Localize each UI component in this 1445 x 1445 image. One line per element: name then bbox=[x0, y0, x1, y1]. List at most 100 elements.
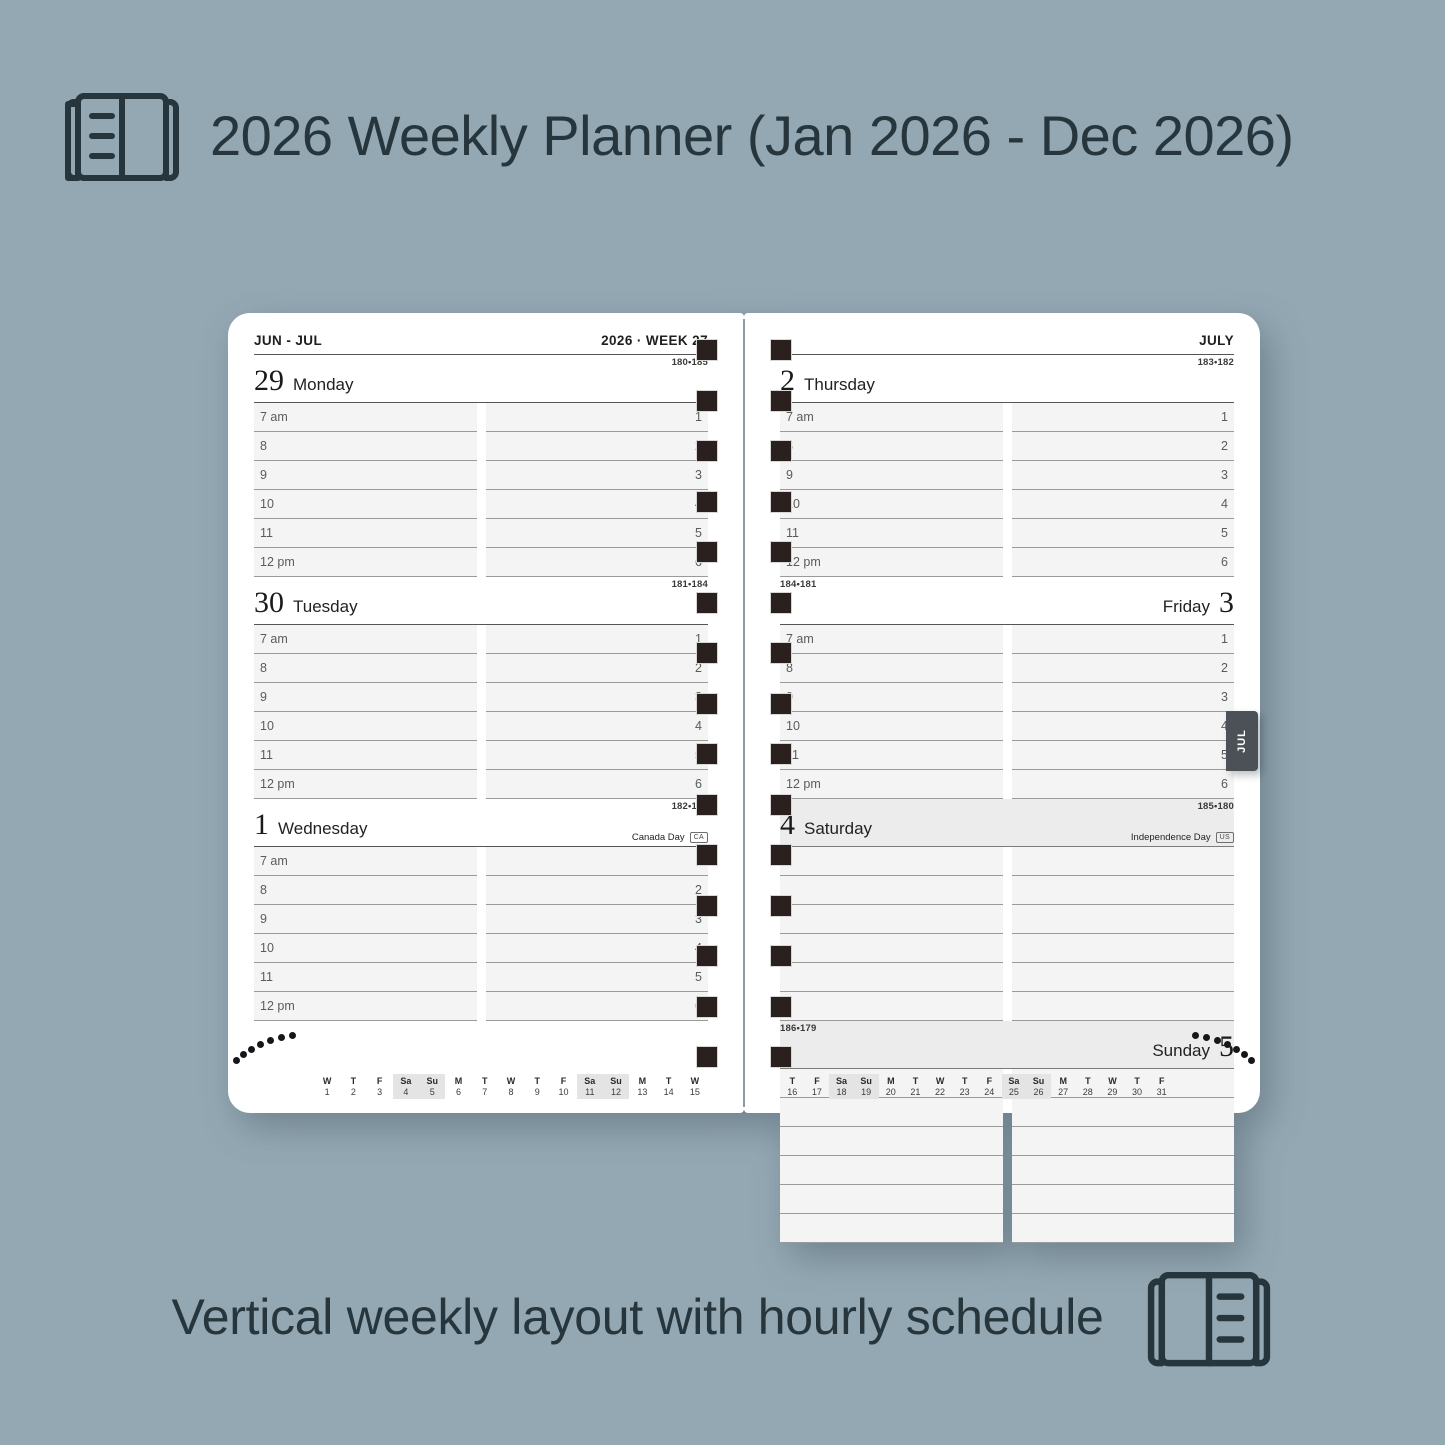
hour-slot[interactable] bbox=[1011, 1214, 1234, 1243]
hour-slot[interactable]: 1 bbox=[485, 847, 708, 876]
hour-slot[interactable]: 1 bbox=[1011, 403, 1234, 432]
hour-slot[interactable] bbox=[780, 1098, 1003, 1127]
day-header[interactable]: 30 Tuesday 181•184 bbox=[254, 577, 708, 625]
day-header[interactable]: 29 Monday 180•185 bbox=[254, 355, 708, 403]
hour-slot[interactable]: 12 pm bbox=[254, 770, 477, 799]
month-strip-day[interactable]: T 14 bbox=[655, 1074, 681, 1100]
hour-slot[interactable] bbox=[780, 876, 1003, 905]
hour-slot[interactable]: 4 bbox=[1011, 712, 1234, 741]
hour-slot[interactable]: 7 am bbox=[254, 847, 477, 876]
hour-slot[interactable]: 6 bbox=[485, 548, 708, 577]
hour-slot[interactable]: 7 am bbox=[254, 403, 477, 432]
month-strip-day[interactable]: Sa 11 bbox=[576, 1073, 603, 1099]
hour-slot[interactable]: 12 pm bbox=[780, 548, 1003, 577]
hour-slot[interactable]: 1 bbox=[485, 625, 708, 654]
month-strip-day[interactable]: T 30 bbox=[1125, 1074, 1150, 1100]
hour-slot[interactable]: 2 bbox=[485, 876, 708, 905]
hour-slot[interactable]: 6 bbox=[485, 770, 708, 799]
hour-slot[interactable]: 6 bbox=[1011, 770, 1234, 799]
hour-slot[interactable]: 7 am bbox=[780, 403, 1003, 432]
hour-slot[interactable] bbox=[780, 992, 1003, 1021]
hour-slot[interactable]: 8 bbox=[780, 654, 1003, 683]
hour-slot[interactable]: 9 bbox=[254, 905, 477, 934]
month-tab-jul[interactable]: JUL bbox=[1226, 711, 1258, 771]
month-strip-day[interactable]: W 15 bbox=[682, 1074, 708, 1100]
hour-slot[interactable]: 4 bbox=[485, 934, 708, 963]
hour-slot[interactable]: 11 bbox=[254, 963, 477, 992]
hour-slot[interactable]: 5 bbox=[1011, 519, 1234, 548]
hour-slot[interactable]: 8 bbox=[254, 654, 477, 683]
hour-slot[interactable]: 12 pm bbox=[254, 548, 477, 577]
hour-slot[interactable]: 6 bbox=[1011, 548, 1234, 577]
hour-slot[interactable]: 8 bbox=[254, 876, 477, 905]
hour-slot[interactable] bbox=[1011, 847, 1234, 876]
hour-slot[interactable]: 9 bbox=[254, 683, 477, 712]
hour-slot[interactable]: 7 am bbox=[780, 625, 1003, 654]
hour-slot[interactable]: 1 bbox=[1011, 625, 1234, 654]
hour-slot[interactable]: 10 bbox=[780, 490, 1003, 519]
hour-slot[interactable]: 10 bbox=[254, 712, 477, 741]
month-strip-day[interactable]: T 23 bbox=[952, 1074, 977, 1100]
hour-slot[interactable] bbox=[780, 1185, 1003, 1214]
hour-slot[interactable]: 4 bbox=[1011, 490, 1234, 519]
hour-slot[interactable]: 4 bbox=[485, 490, 708, 519]
hour-slot[interactable] bbox=[1011, 905, 1234, 934]
hour-slot[interactable] bbox=[780, 1127, 1003, 1156]
day-header[interactable]: Sunday5186•179 bbox=[780, 1021, 1234, 1069]
month-strip-day[interactable]: F 10 bbox=[550, 1074, 576, 1100]
hour-slot[interactable]: 5 bbox=[485, 741, 708, 770]
hour-slot[interactable] bbox=[780, 934, 1003, 963]
day-header[interactable]: 1 Wednesday 182•183 Canada Day CA bbox=[254, 799, 708, 847]
hour-slot[interactable]: 2 bbox=[485, 432, 708, 461]
month-strip-day[interactable]: Su 12 bbox=[602, 1073, 630, 1099]
month-strip-day[interactable]: M 13 bbox=[629, 1074, 655, 1100]
hour-slot[interactable] bbox=[1011, 1098, 1234, 1127]
month-strip-day[interactable]: F 31 bbox=[1149, 1074, 1174, 1100]
hour-slot[interactable]: 3 bbox=[485, 461, 708, 490]
hour-slot[interactable]: 2 bbox=[485, 654, 708, 683]
hour-slot[interactable]: 3 bbox=[1011, 683, 1234, 712]
hour-slot[interactable] bbox=[1011, 934, 1234, 963]
month-strip-day[interactable]: F 17 bbox=[805, 1074, 830, 1100]
hour-slot[interactable]: 5 bbox=[485, 519, 708, 548]
hour-slot[interactable] bbox=[780, 1214, 1003, 1243]
hour-slot[interactable]: 11 bbox=[254, 741, 477, 770]
hour-slot[interactable]: 2 bbox=[1011, 654, 1234, 683]
day-header[interactable]: 2 Thursday 183•182 bbox=[780, 355, 1234, 403]
day-header[interactable]: 4 Saturday 185•180 Independence Day US bbox=[780, 799, 1234, 847]
hour-slot[interactable]: 10 bbox=[780, 712, 1003, 741]
month-strip-day[interactable]: Su 26 bbox=[1026, 1073, 1051, 1099]
hour-slot[interactable] bbox=[1011, 963, 1234, 992]
hour-slot[interactable]: 5 bbox=[485, 963, 708, 992]
hour-slot[interactable]: 3 bbox=[1011, 461, 1234, 490]
hour-slot[interactable]: 4 bbox=[485, 712, 708, 741]
hour-slot[interactable]: 10 bbox=[254, 490, 477, 519]
hour-slot[interactable]: 11 bbox=[780, 519, 1003, 548]
hour-slot[interactable]: 9 bbox=[780, 461, 1003, 490]
month-strip-day[interactable]: M 27 bbox=[1051, 1074, 1076, 1100]
hour-slot[interactable]: 9 bbox=[780, 683, 1003, 712]
month-strip-day[interactable]: Su 5 bbox=[419, 1073, 446, 1099]
month-strip-day[interactable]: T 16 bbox=[780, 1074, 805, 1100]
hour-slot[interactable]: 3 bbox=[485, 905, 708, 934]
hour-slot[interactable]: 9 bbox=[254, 461, 477, 490]
hour-slot[interactable] bbox=[780, 1156, 1003, 1185]
hour-slot[interactable] bbox=[780, 1069, 1003, 1098]
month-strip-day[interactable]: T 21 bbox=[903, 1074, 928, 1100]
hour-slot[interactable]: 8 bbox=[780, 432, 1003, 461]
hour-slot[interactable] bbox=[780, 847, 1003, 876]
month-strip-day[interactable]: F 24 bbox=[977, 1074, 1002, 1100]
hour-slot[interactable] bbox=[1011, 1185, 1234, 1214]
month-strip-day[interactable]: W 29 bbox=[1100, 1074, 1125, 1100]
month-strip-day[interactable]: W 22 bbox=[928, 1074, 953, 1100]
hour-slot[interactable]: 2 bbox=[1011, 432, 1234, 461]
month-strip-day[interactable]: Sa 4 bbox=[392, 1073, 420, 1099]
hour-slot[interactable] bbox=[780, 905, 1003, 934]
month-strip-day[interactable]: Sa 18 bbox=[829, 1073, 854, 1099]
hour-slot[interactable]: 11 bbox=[254, 519, 477, 548]
